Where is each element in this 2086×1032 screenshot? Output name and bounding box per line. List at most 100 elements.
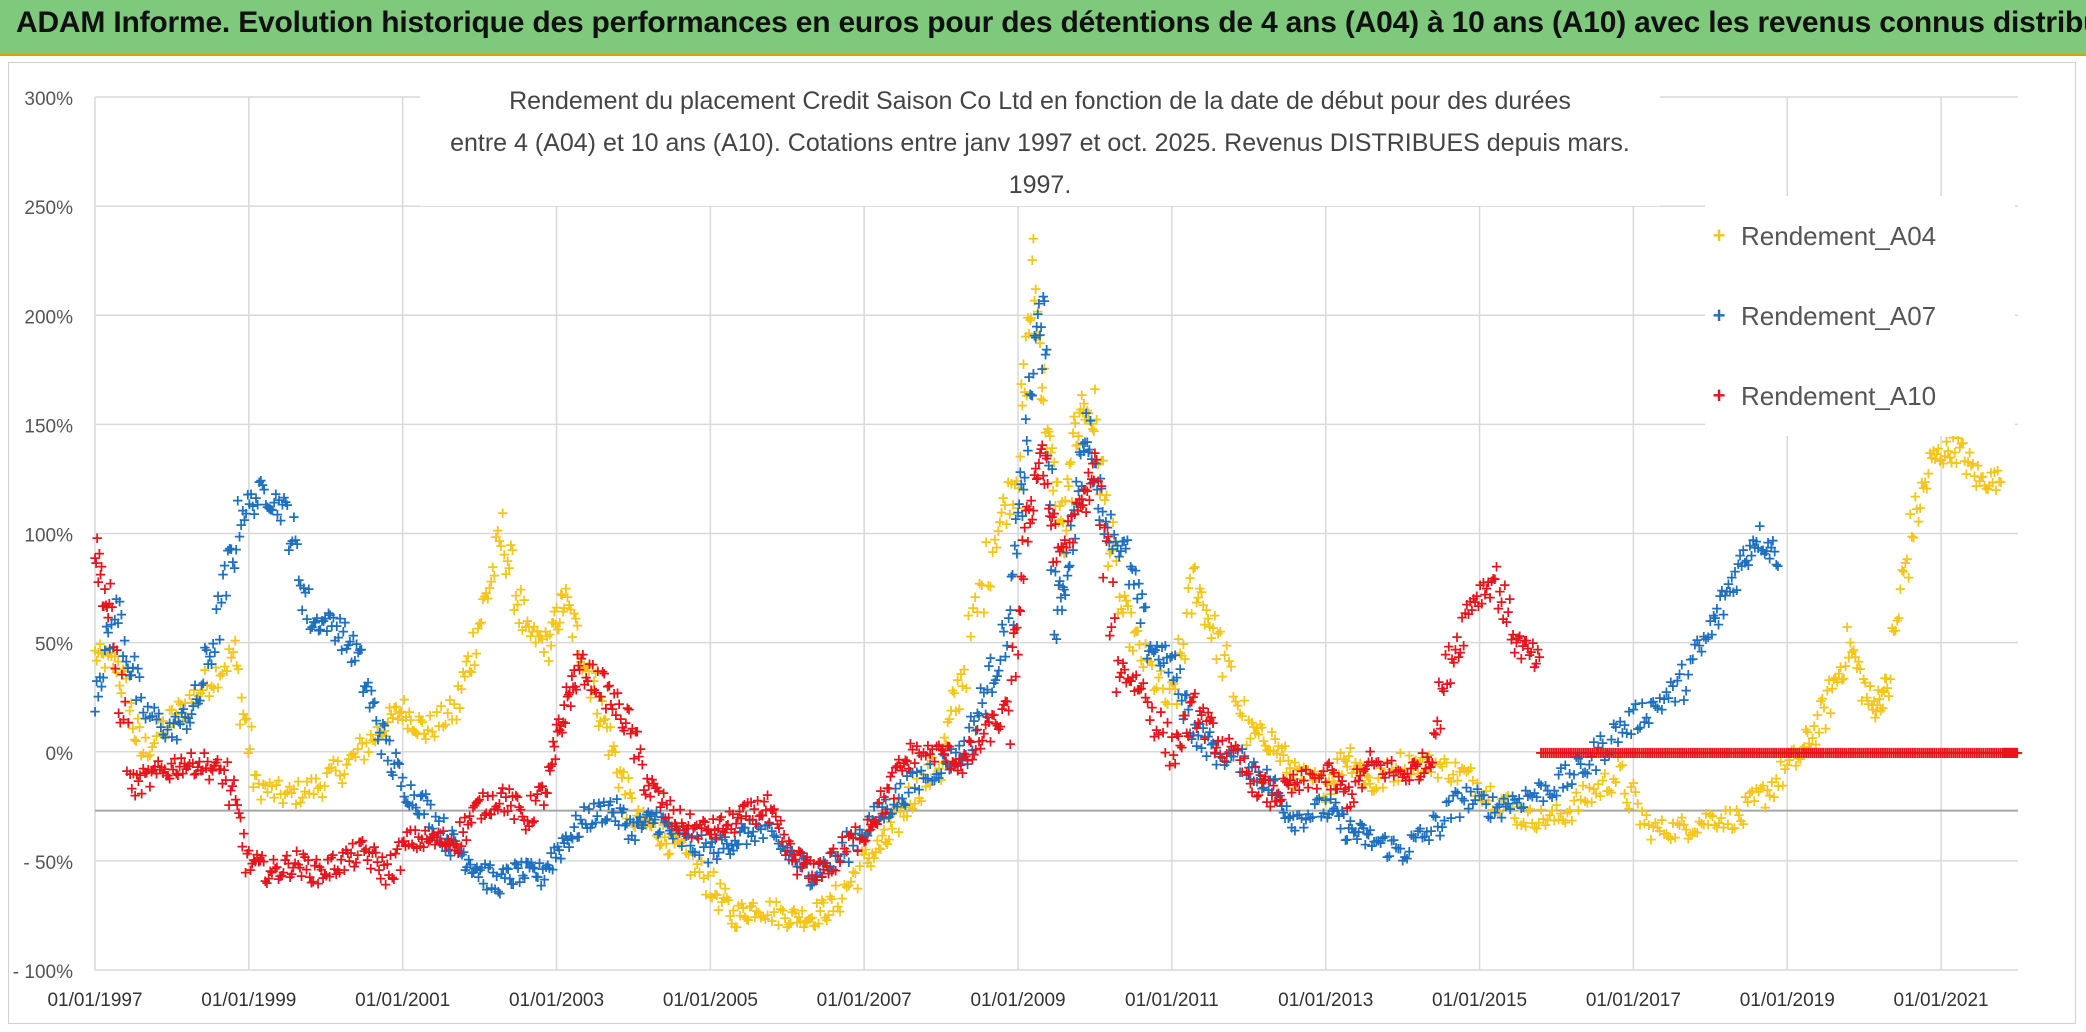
data-point: + — [1137, 658, 1150, 676]
data-point: + — [539, 623, 552, 641]
data-point: + — [1041, 475, 1054, 493]
data-point: + — [321, 764, 334, 782]
data-point: + — [869, 843, 882, 861]
data-point: + — [644, 816, 657, 834]
data-point: + — [712, 901, 725, 919]
data-point: + — [591, 704, 604, 722]
data-point: + — [1078, 395, 1091, 413]
data-point: + — [332, 752, 345, 770]
data-point: + — [345, 746, 358, 764]
data-point: + — [266, 777, 279, 795]
data-point: + — [717, 889, 730, 907]
data-point: + — [230, 657, 243, 675]
data-point: + — [847, 863, 860, 881]
data-point: + — [709, 885, 722, 903]
data-point: + — [1174, 660, 1187, 678]
data-point: + — [1050, 473, 1063, 491]
legend-label-a10: Rendement_A10 — [1741, 380, 1937, 411]
data-point: + — [1043, 422, 1056, 440]
data-point: + — [832, 898, 845, 916]
data-point: + — [310, 769, 323, 787]
data-point: + — [244, 740, 257, 758]
legend-item-a07: + Rendement_A07 — [1705, 276, 2015, 356]
data-point: + — [533, 627, 546, 645]
data-point: + — [951, 671, 964, 689]
data-point: + — [1730, 581, 1743, 599]
data-point: + — [325, 758, 338, 776]
data-point: + — [1169, 680, 1182, 698]
data-point: + — [144, 746, 157, 764]
legend-marker-a04: + — [1712, 223, 1726, 248]
data-point: + — [263, 773, 276, 791]
data-point: + — [221, 753, 234, 771]
data-point: + — [1120, 591, 1133, 609]
data-point: + — [670, 825, 683, 843]
data-point: + — [1046, 439, 1059, 457]
data-point: + — [1901, 550, 1914, 568]
data-point: + — [574, 653, 587, 671]
data-point: + — [888, 803, 901, 821]
data-point: + — [579, 659, 592, 677]
data-point: + — [299, 782, 312, 800]
data-point: + — [1045, 444, 1058, 462]
data-point: + — [549, 615, 562, 633]
data-point: + — [1146, 656, 1159, 674]
data-point: + — [660, 835, 673, 853]
data-point: + — [1079, 410, 1092, 428]
data-point: + — [426, 723, 439, 741]
data-point: + — [270, 776, 283, 794]
data-point: + — [889, 798, 902, 816]
data-point: + — [984, 578, 997, 596]
data-point: + — [950, 702, 963, 720]
data-point: + — [133, 718, 146, 736]
data-point: + — [1058, 545, 1071, 563]
data-point: + — [737, 899, 750, 917]
x-tick-label: 01/01/1997 — [47, 990, 142, 1011]
data-point: + — [329, 761, 342, 779]
data-point: + — [283, 777, 296, 795]
data-point: + — [1050, 630, 1063, 648]
data-point: + — [568, 604, 581, 622]
data-point: + — [194, 692, 207, 710]
data-point: + — [401, 719, 414, 737]
data-point: + — [1139, 598, 1152, 616]
data-point: + — [871, 831, 884, 849]
data-point: + — [1037, 391, 1050, 409]
data-point: + — [116, 665, 129, 683]
data-point: + — [706, 889, 719, 907]
data-point: + — [752, 903, 765, 921]
data-point: + — [1123, 638, 1136, 656]
data-point: + — [599, 710, 612, 728]
data-point: + — [303, 784, 316, 802]
data-point: + — [272, 772, 285, 790]
data-point: + — [766, 912, 779, 930]
data-point: + — [455, 680, 468, 698]
data-point: + — [700, 886, 713, 904]
data-point: + — [945, 701, 958, 719]
data-point: + — [886, 820, 899, 838]
data-point: + — [1063, 455, 1076, 473]
data-point: + — [863, 849, 876, 867]
data-point: + — [721, 889, 734, 907]
data-point: + — [1824, 704, 1837, 722]
data-point: + — [247, 778, 260, 796]
data-point: + — [511, 595, 524, 613]
data-point: + — [1016, 396, 1029, 414]
data-point: + — [735, 894, 748, 912]
data-point: + — [915, 792, 928, 810]
data-point: + — [1184, 569, 1197, 587]
data-point: + — [274, 785, 287, 803]
data-point: + — [396, 711, 409, 729]
data-point: + — [172, 692, 185, 710]
data-point: + — [1208, 606, 1221, 624]
legend: + Rendement_A04 + Rendement_A07 + Rendem… — [1705, 196, 2015, 436]
data-point: + — [1026, 387, 1039, 405]
data-point: + — [403, 703, 416, 721]
data-point: + — [157, 712, 170, 730]
data-point: + — [919, 778, 932, 796]
data-point: + — [422, 721, 435, 739]
data-point: + — [565, 601, 578, 619]
data-point: + — [257, 775, 270, 793]
data-point: + — [546, 613, 559, 631]
